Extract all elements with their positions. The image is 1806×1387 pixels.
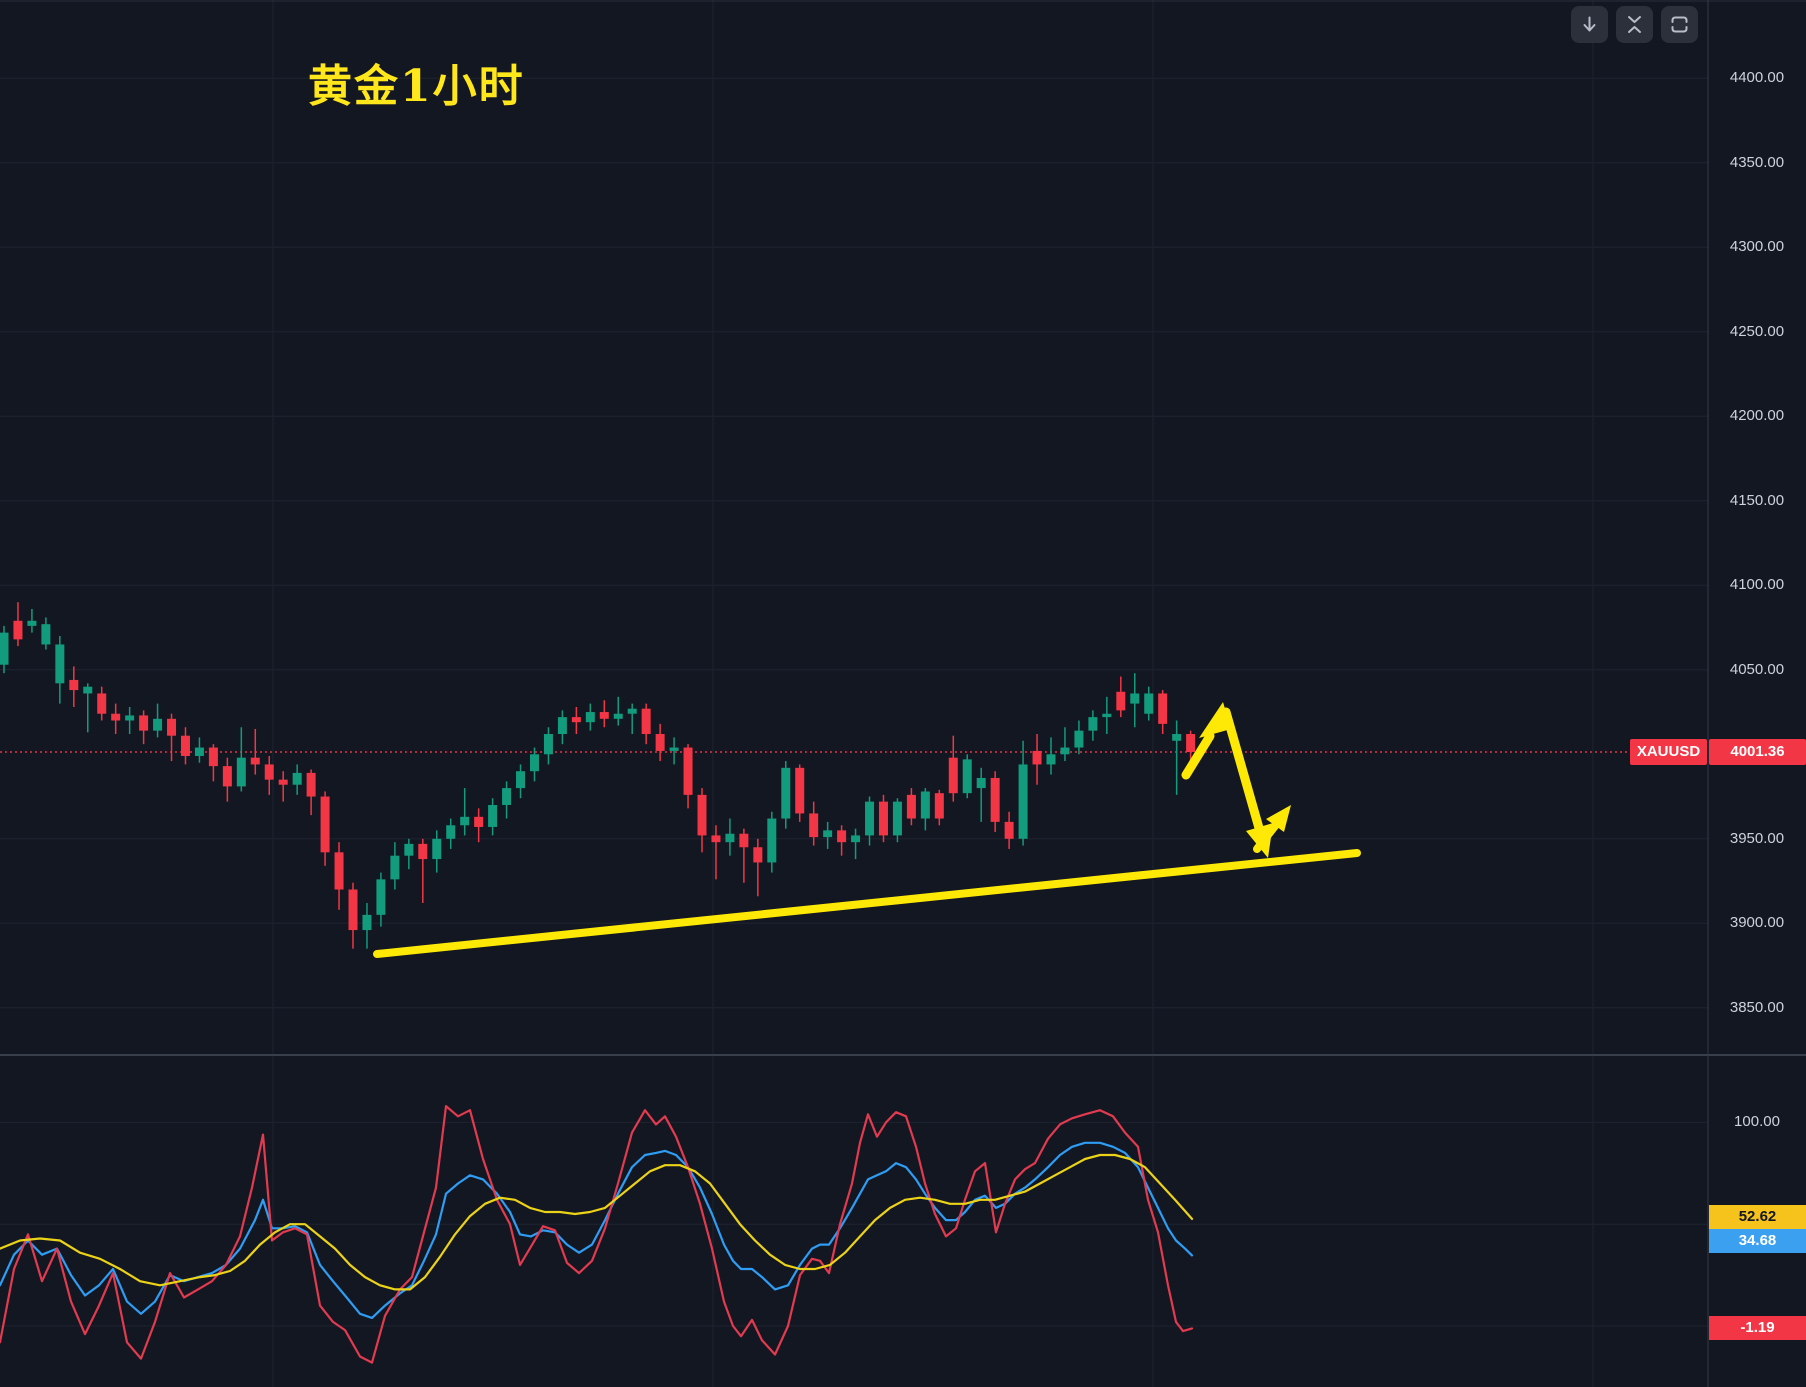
candles <box>0 602 1196 949</box>
collapse-icon <box>1628 16 1641 33</box>
last-price-symbol-tag: XAUUSD <box>1630 739 1707 765</box>
price-tick-label: 3900.00 <box>1729 914 1785 932</box>
maximize-pane-button[interactable] <box>1661 6 1698 43</box>
price-tick-label: 4400.00 <box>1729 69 1785 87</box>
pane-toolbar <box>1571 6 1698 43</box>
price-tick-label: 4050.00 <box>1729 660 1785 678</box>
price-tick-label: 4200.00 <box>1729 407 1785 425</box>
yellow-drawings <box>373 702 1361 958</box>
price-tick-label: 4150.00 <box>1729 491 1785 509</box>
last-price-tag: 4001.36 <box>1709 739 1806 765</box>
chart-title-annotation: 黄金1小时 <box>308 61 525 112</box>
indicator-k-value-tag: 34.68 <box>1709 1229 1806 1253</box>
collapse-pane-button[interactable] <box>1616 6 1653 43</box>
price-tick-label: 4250.00 <box>1729 322 1785 340</box>
indicator-tick-label: 100.00 <box>1734 1113 1780 1130</box>
indicator-d-value-tag: 52.62 <box>1709 1205 1806 1229</box>
price-tick-label: 4100.00 <box>1729 576 1785 594</box>
maximize-icon <box>1671 16 1688 33</box>
price-tick-label: 3950.00 <box>1729 829 1785 847</box>
price-tick-label: 4350.00 <box>1729 153 1785 171</box>
price-tick-label: 3850.00 <box>1729 998 1785 1016</box>
arrow-down-icon <box>1583 16 1596 32</box>
indicator-j-value-tag: -1.19 <box>1709 1316 1806 1340</box>
scroll-to-recent-button[interactable] <box>1571 6 1608 43</box>
grid-lines <box>0 0 1708 1387</box>
kdj-indicator-lines <box>0 1104 1194 1364</box>
price-tick-label: 4300.00 <box>1729 238 1785 256</box>
